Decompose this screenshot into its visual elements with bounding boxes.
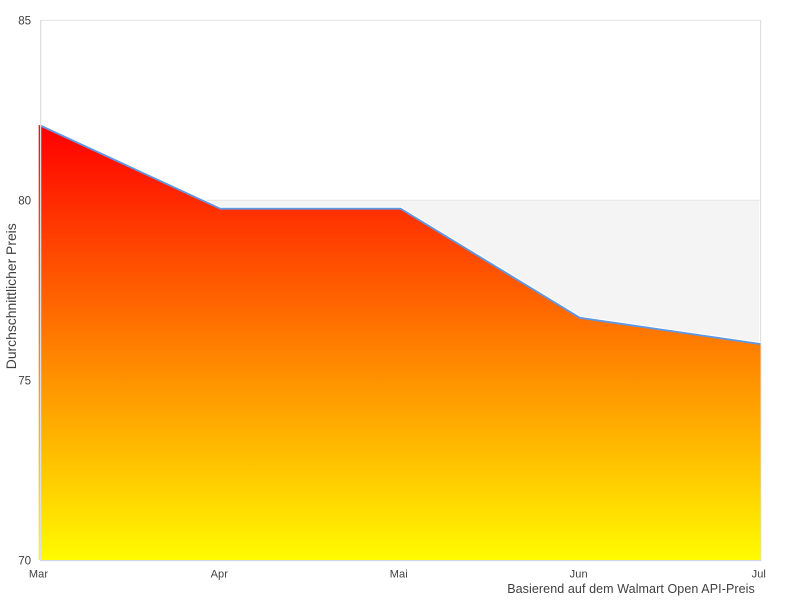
- svg-text:80: 80: [18, 195, 31, 208]
- svg-text:Jul: Jul: [752, 568, 766, 580]
- svg-text:Jun: Jun: [570, 568, 588, 580]
- svg-text:75: 75: [18, 375, 31, 388]
- svg-text:Mar: Mar: [29, 568, 48, 580]
- svg-text:70: 70: [18, 555, 31, 568]
- svg-text:85: 85: [18, 14, 31, 27]
- svg-text:Durchschnittlicher Preis: Durchschnittlicher Preis: [3, 223, 19, 369]
- svg-text:Mai: Mai: [390, 568, 408, 580]
- svg-text:Basierend auf dem Walmart Open: Basierend auf dem Walmart Open API-Preis: [507, 582, 755, 596]
- svg-text:Apr: Apr: [211, 568, 229, 580]
